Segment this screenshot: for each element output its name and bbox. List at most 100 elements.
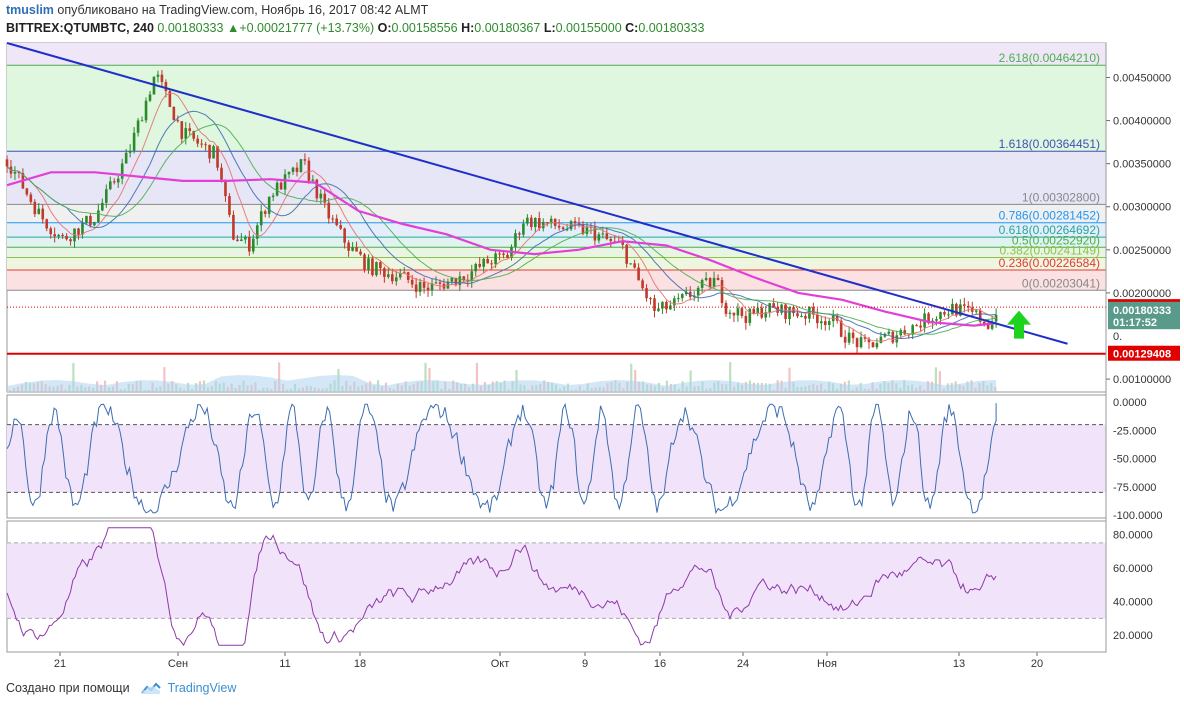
candle-body — [89, 215, 92, 226]
price-change: +0.00021777 (+13.73%) — [239, 21, 375, 35]
candle-body — [911, 325, 914, 335]
candle-body — [935, 319, 938, 321]
candle-body — [81, 222, 84, 235]
candle-body — [184, 128, 188, 139]
candle-body — [530, 217, 533, 228]
fib-band — [7, 257, 1106, 270]
candle-body — [649, 298, 652, 300]
candle-body — [295, 167, 299, 172]
price-marker-box — [1108, 314, 1180, 330]
time-tick-label: 16 — [654, 658, 666, 670]
tradingview-cloud-icon — [140, 682, 161, 694]
candle-body — [144, 100, 148, 121]
candle-body — [867, 338, 871, 343]
candle-body — [740, 308, 744, 316]
publish-info: tmuslim опубликовано на TradingView.com,… — [6, 3, 428, 17]
price-tick-label: 0. — [1113, 331, 1122, 343]
candle-body — [494, 253, 497, 265]
volume-bar — [788, 367, 791, 392]
candle-body — [482, 258, 485, 267]
candle-body — [966, 305, 970, 308]
candle-body — [303, 159, 307, 161]
candle-body — [108, 181, 112, 190]
candle-body — [506, 254, 509, 259]
price-pane[interactable]: 2.618(0.00464210) 1.618(0.00364451) 1(0.00… — [5, 42, 1180, 393]
price-tick-label: 0.00300000 — [1113, 202, 1171, 214]
time-tick-label: Окт — [491, 658, 510, 670]
candle-body — [724, 303, 728, 314]
oscillator-pane-1[interactable]: 0.0000 -25.0000 -50.0000 -75.0000 -100.0000 — [6, 394, 1163, 522]
candle-body — [859, 337, 863, 348]
candle-body — [764, 312, 768, 318]
candle-body — [978, 310, 982, 322]
candle-body — [577, 223, 581, 225]
time-tick-label: 18 — [354, 658, 366, 670]
candle-body — [760, 307, 764, 318]
candle-body — [585, 226, 589, 234]
oscillator-pane-2[interactable]: 80.0000 60.0000 40.0000 20.0000 — [6, 520, 1153, 653]
candle-body — [200, 143, 203, 145]
candle-body — [371, 258, 374, 276]
fib-band — [7, 269, 1106, 291]
candle-body — [653, 298, 656, 311]
candle-body — [514, 233, 517, 247]
symbol-label[interactable]: BITTREX:QTUMBTC, 240 — [6, 21, 154, 35]
candle-body — [327, 202, 331, 219]
candle-body — [315, 179, 319, 199]
candle-body — [887, 331, 891, 334]
candle-body — [732, 312, 736, 316]
volume-bar — [428, 368, 431, 392]
candle-body — [418, 282, 422, 292]
candle-body — [347, 242, 350, 251]
candle-body — [903, 330, 907, 335]
fib-level-label: 1.618(0.00364451) — [999, 137, 1100, 151]
candle-body — [990, 321, 994, 329]
candle-body — [287, 171, 291, 175]
candle-body — [466, 280, 470, 282]
candle-body — [33, 201, 37, 215]
candle-body — [105, 189, 108, 203]
candle-body — [414, 284, 418, 292]
fib-band — [7, 222, 1106, 238]
candle-body — [379, 262, 382, 269]
time-axis[interactable]: 21 Сен 11 18 Окт 9 16 24 Ноя 13 20 — [7, 43, 1107, 670]
candle-body — [680, 294, 684, 299]
candle-body — [470, 271, 474, 282]
candle-body — [919, 325, 922, 328]
candle-body — [37, 208, 41, 215]
candle-body — [534, 218, 537, 228]
volume-bar — [934, 367, 937, 392]
oscillator-1-tick-label: -75.0000 — [1113, 482, 1156, 494]
low-value: 0.00155000 — [555, 21, 622, 35]
candle-body — [398, 273, 402, 278]
candle-body — [204, 144, 207, 146]
candle-body — [951, 303, 954, 315]
candle-body — [490, 263, 493, 265]
candle-body — [188, 128, 192, 132]
candle-body — [363, 254, 366, 270]
tradingview-link[interactable]: TradingView — [167, 681, 237, 695]
author-link[interactable]: tmuslim — [6, 3, 54, 17]
time-tick-label: 13 — [953, 658, 965, 670]
candle-body — [267, 196, 271, 214]
moving-average-line — [6, 123, 997, 335]
candle-body — [780, 304, 783, 313]
candle-body — [176, 120, 180, 122]
fib-level-label: 0(0.00203041) — [1022, 276, 1100, 290]
volume-bar — [630, 363, 633, 392]
candle-body — [5, 159, 9, 167]
candle-body — [93, 222, 96, 226]
candle-body — [939, 312, 942, 320]
candle-body — [474, 263, 478, 272]
candle-body — [263, 211, 267, 214]
candle-body — [768, 303, 771, 313]
candle-body — [454, 277, 458, 286]
candle-body — [462, 276, 466, 281]
close-value: 0.00180333 — [638, 21, 705, 35]
candle-body — [339, 225, 342, 229]
candle-body — [124, 152, 128, 164]
candle-body — [581, 224, 585, 234]
candle-body — [526, 217, 529, 224]
candle-body — [812, 307, 815, 315]
